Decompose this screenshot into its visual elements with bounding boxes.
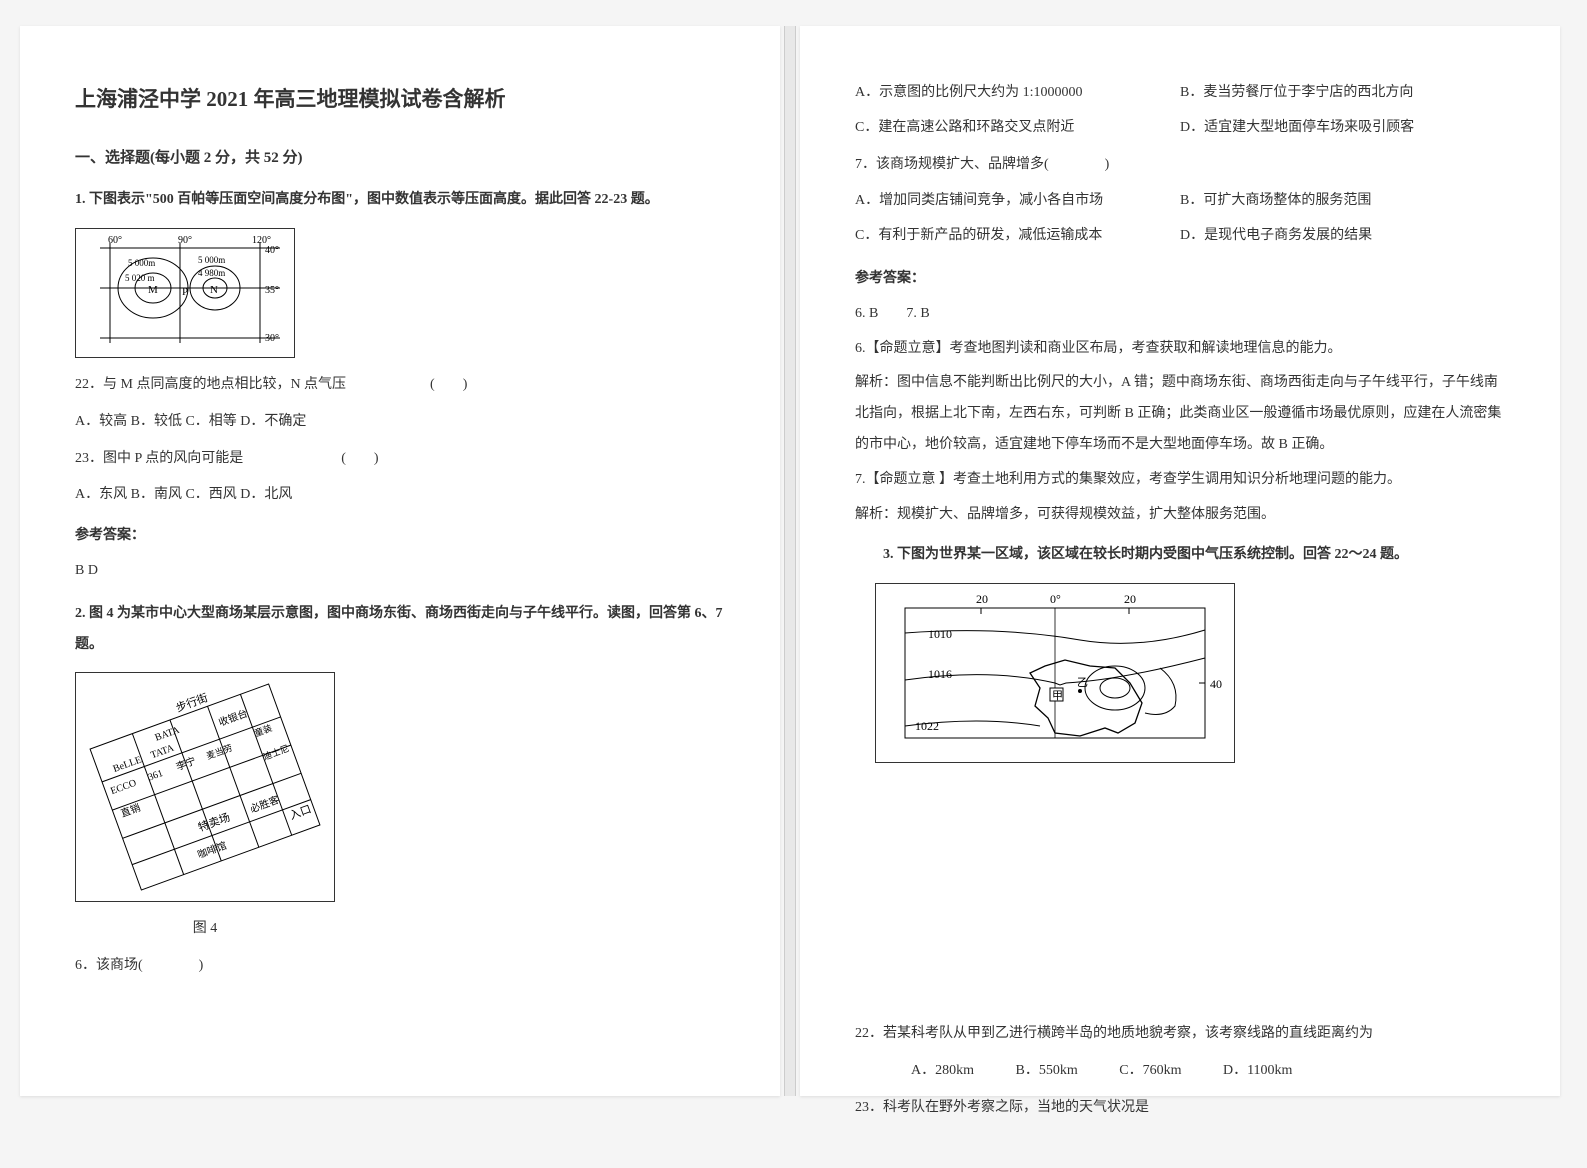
q7-stem: 7．该商场规模扩大、品牌增多( )	[855, 150, 1505, 181]
val-5020: 5 020 m	[125, 273, 155, 283]
lon-60: 60°	[108, 235, 122, 246]
opt6-d: D．适宜建大型地面停车场来吸引顾客	[1180, 113, 1505, 144]
q2-stem: 2. 图 4 为某市中心大型商场某层示意图，图中商场东街、商场西街走向与子午线平…	[75, 599, 725, 661]
q1-sub22: 22．与 M 点同高度的地点相比较，N 点气压 ( )	[75, 370, 725, 401]
q1-figure: 60° 90° 120° 40° 35° 30° 5 000m 5 020 m …	[75, 228, 295, 358]
q1-answer-heading: 参考答案：	[75, 521, 725, 552]
q1-sub22-options: A．较高 B．较低 C．相等 D．不确定	[75, 407, 725, 438]
q3-sub22-options: A．280km B．550km C．760km D．1100km	[855, 1056, 1505, 1087]
opt6-c: C．建在高速公路和环路交叉点附近	[855, 113, 1180, 144]
q2-sub6: 6．该商场( )	[75, 951, 725, 982]
lon-20w: 20	[976, 592, 988, 606]
lon-90: 90°	[178, 235, 192, 246]
q1-sub23: 23．图中 P 点的风向可能是 ( )	[75, 444, 725, 475]
lon-0: 0°	[1050, 592, 1061, 606]
opt6-a: A．示意图的比例尺大约为 1:1000000	[855, 78, 1180, 109]
q3-figure: 1010 1016 1022 20 0° 20 40 甲 乙	[875, 583, 1235, 763]
isobar-1022: 1022	[915, 719, 939, 733]
q3-22-c: C．760km	[1091, 1056, 1181, 1087]
val-4980: 4 980m	[198, 268, 225, 278]
exp6-text: 解析：图中信息不能判断出比例尺的大小，A 错；题中商场东街、商场西街走向与子午线…	[855, 368, 1505, 460]
point-n: N	[210, 284, 218, 296]
opt7-c: C．有利于新产品的研发，减低运输成本	[855, 221, 1180, 252]
q1-stem: 1. 下图表示"500 百帕等压面空间高度分布图"，图中数值表示等压面高度。据此…	[75, 185, 725, 216]
marker-jia: 甲	[1052, 690, 1063, 702]
opt7-a: A．增加同类店铺间竞争，减小各自市场	[855, 186, 1180, 217]
q3-sub23: 23．科考队在野外考察之际，当地的天气状况是	[855, 1093, 1505, 1124]
val-5000b: 5 000m	[198, 255, 225, 265]
q3-22-b: B．550km	[988, 1056, 1078, 1087]
lat-40: 40	[1210, 677, 1222, 691]
page-gutter	[784, 26, 796, 1096]
lon-20e: 20	[1124, 592, 1136, 606]
answer-heading-2: 参考答案：	[855, 264, 1505, 295]
exp6-heading: 6.【命题立意】考查地图判读和商业区布局，考查获取和解读地理信息的能力。	[855, 334, 1505, 365]
q3-sub22: 22．若某科考队从甲到乙进行横跨半岛的地质地貌考察，该考察线路的直线距离约为	[855, 1019, 1505, 1050]
opt6-b: B．麦当劳餐厅位于李宁店的西北方向	[1180, 78, 1505, 109]
q3-22-a: A．280km	[883, 1056, 974, 1087]
lat-35: 35°	[265, 285, 279, 296]
isobar-1016: 1016	[928, 667, 952, 681]
marker-yi: 乙	[1077, 676, 1088, 689]
doc-title: 上海浦泾中学 2021 年高三地理模拟试卷含解析	[75, 76, 725, 122]
section-heading: 一、选择题(每小题 2 分，共 52 分)	[75, 142, 725, 175]
exp7-heading: 7.【命题立意 】考查土地利用方式的集聚效应，考查学生调用知识分析地理问题的能力…	[855, 465, 1505, 496]
point-p: P	[182, 286, 188, 298]
opt7-b: B．可扩大商场整体的服务范围	[1180, 186, 1505, 217]
lat-40: 40°	[265, 245, 279, 256]
q2-caption: 图 4	[75, 914, 335, 945]
val-5000a: 5 000m	[128, 258, 155, 268]
point-m: M	[148, 284, 158, 296]
q2-figure: BATA BeLLE TATA ECCO 直销 361 李宁 特卖场 必胜客 咖…	[75, 672, 335, 902]
q3-22-d: D．1100km	[1195, 1056, 1292, 1087]
q1-sub23-options: A．东风 B．南风 C．西风 D．北风	[75, 480, 725, 511]
answer-67: 6. B 7. B	[855, 299, 1505, 330]
q1-answer: B D	[75, 556, 725, 587]
isobar-1010: 1010	[928, 627, 952, 641]
lat-30: 30°	[265, 333, 279, 344]
opt7-d: D．是现代电子商务发展的结果	[1180, 221, 1505, 252]
exp7-text: 解析：规模扩大、品牌增多，可获得规模效益，扩大整体服务范围。	[855, 500, 1505, 531]
q3-stem: 3. 下图为世界某一区域，该区域在较长时期内受图中气压系统控制。回答 22～24…	[855, 540, 1505, 571]
